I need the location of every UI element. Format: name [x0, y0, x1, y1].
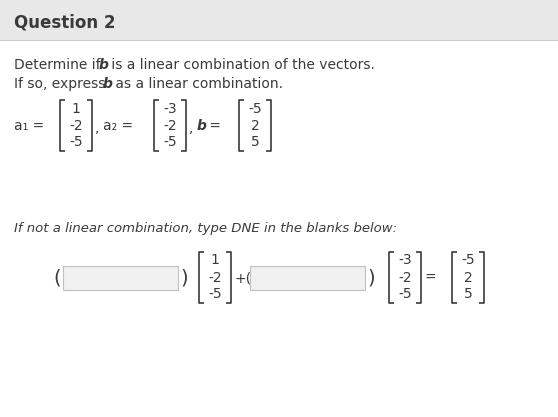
Text: -3: -3 [398, 254, 412, 267]
Text: (: ( [53, 269, 60, 287]
Text: -5: -5 [248, 101, 262, 116]
Text: Question 2: Question 2 [14, 13, 116, 31]
Text: a₂ =: a₂ = [103, 119, 133, 133]
Text: Determine if: Determine if [14, 58, 105, 72]
Text: -5: -5 [208, 287, 222, 301]
Text: 5: 5 [251, 136, 259, 150]
Text: -5: -5 [69, 136, 83, 150]
Text: -2: -2 [208, 271, 222, 284]
Text: +(: +( [234, 271, 251, 285]
Text: ,: , [189, 121, 194, 135]
Text: ,: , [95, 121, 99, 135]
Text: 2: 2 [251, 118, 259, 133]
Text: 5: 5 [464, 287, 473, 301]
Text: a₁ =: a₁ = [14, 119, 44, 133]
Text: -5: -5 [163, 136, 177, 150]
Text: -2: -2 [163, 118, 177, 133]
FancyBboxPatch shape [250, 266, 365, 290]
Text: b: b [103, 77, 113, 91]
Text: -5: -5 [461, 254, 475, 267]
Bar [0, 0, 558, 40]
Text: 1: 1 [71, 101, 80, 116]
Text: 2: 2 [464, 271, 473, 284]
Text: 1: 1 [210, 254, 219, 267]
Text: -5: -5 [398, 287, 412, 301]
FancyBboxPatch shape [63, 266, 178, 290]
Text: If not a linear combination, type DNE in the blanks below:: If not a linear combination, type DNE in… [14, 221, 397, 234]
Text: =: = [424, 271, 436, 285]
Text: -2: -2 [69, 118, 83, 133]
Text: is a linear combination of the vectors.: is a linear combination of the vectors. [107, 58, 375, 72]
Text: -3: -3 [163, 101, 177, 116]
Text: as a linear combination.: as a linear combination. [111, 77, 283, 91]
Text: =: = [205, 119, 221, 133]
Text: If so, express: If so, express [14, 77, 110, 91]
Text: b: b [197, 119, 207, 133]
Text: ): ) [180, 269, 187, 287]
Text: -2: -2 [398, 271, 412, 284]
Text: ): ) [367, 269, 374, 287]
Text: b: b [99, 58, 109, 72]
